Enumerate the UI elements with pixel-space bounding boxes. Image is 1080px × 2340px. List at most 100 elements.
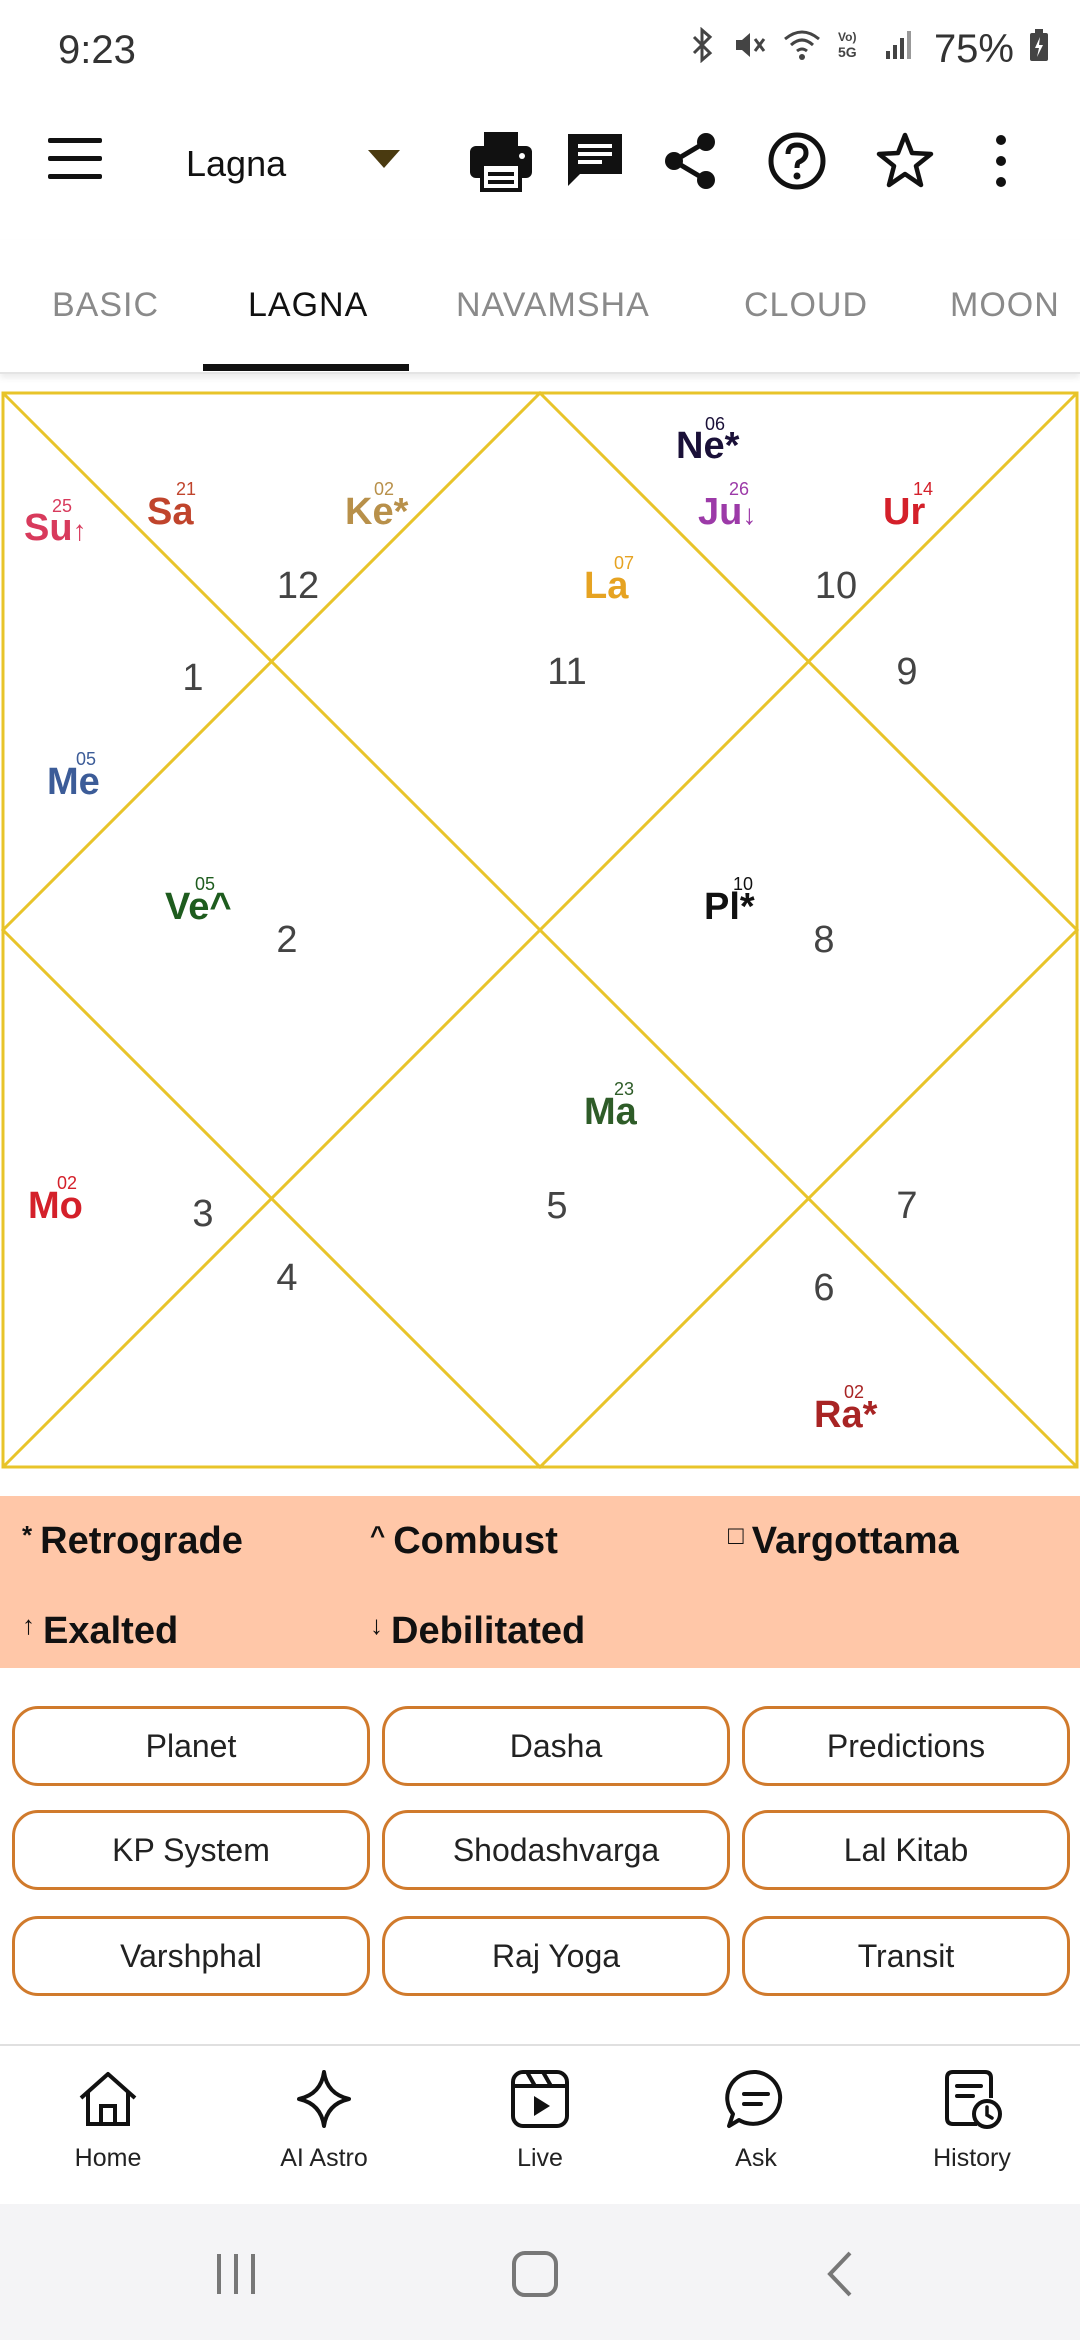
planet-label: Sa — [147, 491, 194, 533]
house-number: 8 — [813, 919, 834, 961]
planet-degree: 05 — [76, 749, 96, 769]
house-number: 5 — [546, 1185, 567, 1227]
house-number: 11 — [547, 651, 586, 693]
house-number: 2 — [276, 919, 297, 961]
house-number: 3 — [192, 1193, 213, 1235]
planet-jupiter[interactable]: Ju↓ 26 — [698, 479, 756, 533]
nav-history[interactable]: History — [882, 2064, 1062, 2194]
tab-lagna[interactable]: LAGNA — [248, 286, 369, 324]
planet-mercury[interactable]: Me 05 — [47, 749, 100, 803]
planet-pluto[interactable]: Pl* 10 — [704, 874, 755, 928]
house-number: 12 — [277, 565, 319, 607]
planet-ketu[interactable]: Ke* 02 — [345, 479, 409, 533]
planet-moon[interactable]: Mo 02 — [28, 1173, 83, 1227]
svg-text:Su↑: Su↑ — [24, 507, 87, 549]
planet-saturn[interactable]: Sa 21 — [147, 479, 196, 533]
menu-icon[interactable] — [48, 138, 104, 182]
planet-venus[interactable]: Ve^ 05 — [165, 874, 232, 928]
back-icon[interactable] — [800, 2244, 880, 2304]
nav-label: History — [933, 2144, 1011, 2172]
nav-label: Home — [74, 2144, 142, 2172]
planet-degree: 21 — [176, 479, 196, 499]
live-video-icon — [511, 2070, 569, 2128]
message-icon[interactable] — [560, 126, 630, 196]
planet-label: Pl* — [704, 886, 755, 928]
lal-kitab-button[interactable]: Lal Kitab — [742, 1810, 1070, 1890]
varshphal-button[interactable]: Varshphal — [12, 1916, 370, 1996]
chart-diagonal — [1, 391, 1079, 1469]
app-bar: Lagna — [0, 100, 1080, 220]
signal-icon — [884, 27, 914, 71]
nav-home[interactable]: Home — [18, 2064, 198, 2194]
system-navigation-bar — [0, 2204, 1080, 2340]
tab-cloud[interactable]: CLOUD — [744, 286, 869, 324]
chart-type-value: Lagna — [186, 143, 287, 184]
legend-exalted: ↑ Exalted — [22, 1610, 179, 1652]
planet-degree: 10 — [733, 874, 753, 894]
nav-label: AI Astro — [280, 2144, 368, 2172]
planet-degree: 26 — [729, 479, 749, 499]
transit-button[interactable]: Transit — [742, 1916, 1070, 1996]
lagna-chart[interactable]: 12 1 11 10 9 2 8 3 4 5 7 6 Su↑ 25 Sa 21 … — [0, 390, 1080, 1470]
planet-degree: 02 — [374, 479, 394, 499]
planet-degree: 02 — [844, 1382, 864, 1402]
nav-ai-astro[interactable]: AI Astro — [234, 2064, 414, 2194]
star-icon[interactable] — [870, 126, 940, 196]
legend-retrograde: * Retrograde — [22, 1520, 243, 1562]
more-icon[interactable] — [966, 126, 1036, 196]
tab-moon[interactable]: MOON — [950, 286, 1060, 324]
planet-degree: 06 — [705, 414, 725, 434]
planet-degree: 23 — [614, 1079, 634, 1099]
dasha-button[interactable]: Dasha — [382, 1706, 730, 1786]
home-button-icon[interactable] — [495, 2244, 575, 2304]
history-icon — [945, 2070, 1002, 2129]
nav-ask[interactable]: Ask — [666, 2064, 846, 2194]
legend-vargottama: □ Vargottama — [728, 1520, 959, 1562]
mute-icon — [732, 27, 768, 71]
planet-mars[interactable]: Ma 23 — [584, 1079, 638, 1133]
print-icon[interactable] — [466, 126, 536, 196]
planet-label: Ra* — [814, 1394, 878, 1436]
planet-degree: 25 — [52, 496, 72, 516]
planet-degree: 02 — [57, 1173, 77, 1193]
planet-mark: ↓ — [742, 499, 756, 530]
help-icon[interactable] — [762, 126, 832, 196]
shodashvarga-button[interactable]: Shodashvarga — [382, 1810, 730, 1890]
nav-label: Ask — [735, 2144, 777, 2172]
chart-legend: * Retrograde ^ Combust □ Vargottama ↑ Exalte… — [0, 1496, 1080, 1668]
planet-degree: 05 — [195, 874, 215, 894]
tab-basic[interactable]: BASIC — [52, 286, 160, 324]
nav-label: Live — [517, 2144, 563, 2172]
planet-sun[interactable]: Su↑ 25 — [24, 496, 87, 549]
planet-rahu[interactable]: Ra* 02 — [814, 1382, 878, 1436]
predictions-button[interactable]: Predictions — [742, 1706, 1070, 1786]
house-number: 7 — [896, 1185, 917, 1227]
planet-button[interactable]: Planet — [12, 1706, 370, 1786]
planet-uranus[interactable]: Ur 14 — [883, 479, 933, 533]
planet-label: Ma — [584, 1091, 638, 1133]
share-icon[interactable] — [656, 126, 726, 196]
tab-navamsha[interactable]: NAVAMSHA — [456, 286, 650, 324]
chart-svg: 12 1 11 10 9 2 8 3 4 5 7 6 Su↑ 25 Sa 21 … — [0, 390, 1080, 1470]
planet-label: Mo — [28, 1185, 83, 1227]
planet-label: Ve^ — [165, 886, 232, 928]
raj-yoga-button[interactable]: Raj Yoga — [382, 1916, 730, 1996]
planet-neptune[interactable]: Ne* 06 — [676, 414, 740, 467]
planet-label: Ne* — [676, 425, 740, 467]
svg-text:5G: 5G — [838, 44, 857, 60]
chart-diamond — [0, 390, 1080, 1470]
planet-lagna[interactable]: La 07 — [584, 553, 634, 607]
chart-type-dropdown[interactable]: Lagna — [186, 136, 416, 192]
house-number: 4 — [276, 1257, 297, 1299]
battery-icon — [1028, 27, 1050, 71]
status-bar: 9:23 Vo) 5G 75% — [0, 0, 1080, 100]
planet-label: Ju — [698, 491, 742, 533]
svg-text:Ju↓: Ju↓ — [698, 491, 756, 533]
planet-degree: 07 — [614, 553, 634, 573]
recent-apps-icon[interactable] — [196, 2244, 276, 2304]
battery-percent: 75% — [933, 26, 1014, 71]
nav-live[interactable]: Live — [450, 2064, 630, 2194]
legend-combust: ^ Combust — [370, 1520, 558, 1562]
kp-system-button[interactable]: KP System — [12, 1810, 370, 1890]
chat-icon — [725, 2069, 783, 2128]
